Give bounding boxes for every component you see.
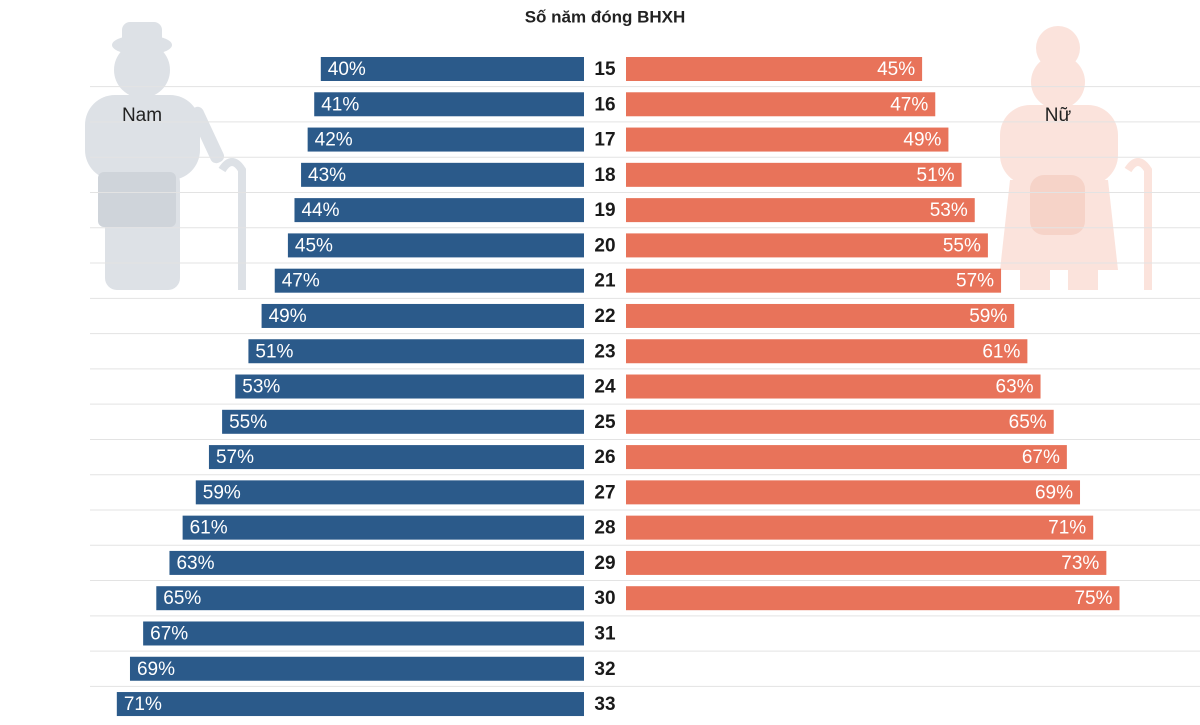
bar (626, 409, 1054, 434)
category-label: 17 (594, 130, 615, 151)
value-label: 55% (943, 235, 981, 256)
value-label: 57% (956, 271, 994, 292)
category-label: 32 (594, 659, 615, 680)
bar (208, 445, 584, 470)
category-label: 33 (594, 694, 615, 715)
value-label: 45% (295, 235, 333, 256)
value-label: 49% (269, 306, 307, 327)
value-label: 65% (1009, 412, 1047, 433)
value-label: 57% (216, 447, 254, 468)
bar (222, 409, 584, 434)
value-label: 51% (917, 165, 955, 186)
value-label: 42% (315, 130, 353, 151)
value-label: 40% (328, 59, 366, 80)
bar (626, 92, 936, 117)
bar (182, 515, 584, 540)
bar (274, 268, 584, 293)
value-label: 44% (301, 200, 339, 221)
value-label: 47% (890, 94, 928, 115)
bar (626, 586, 1120, 611)
category-label: 30 (594, 588, 615, 609)
value-label: 75% (1074, 588, 1112, 609)
bar (626, 445, 1067, 470)
chart-title: Số năm đóng BHXH (525, 7, 686, 26)
bar (626, 303, 1015, 328)
woman-figure (1000, 26, 1152, 290)
bar (261, 303, 584, 328)
value-label: 53% (930, 200, 968, 221)
legend-label: Nam (122, 105, 162, 126)
category-label: 29 (594, 553, 615, 574)
bar (143, 621, 584, 646)
man-figure (85, 22, 246, 290)
bar (626, 162, 962, 187)
value-label: 69% (1035, 482, 1073, 503)
category-label: 23 (594, 341, 615, 362)
value-label: 71% (1048, 518, 1086, 539)
bar (626, 268, 1002, 293)
category-label: 24 (594, 377, 616, 398)
category-label: 26 (594, 447, 615, 468)
category-label: 19 (594, 200, 615, 221)
value-label: 65% (163, 588, 201, 609)
bar (287, 233, 584, 258)
bar (235, 374, 584, 399)
value-label: 73% (1061, 553, 1099, 574)
value-label: 61% (982, 341, 1020, 362)
category-label: 25 (594, 412, 616, 433)
value-label: 49% (903, 130, 941, 151)
value-label: 59% (969, 306, 1007, 327)
category-label: 18 (594, 165, 615, 186)
value-label: 63% (996, 377, 1034, 398)
value-label: 43% (308, 165, 346, 186)
bar (195, 480, 584, 505)
category-label: 31 (594, 623, 616, 644)
category-label: 20 (594, 235, 615, 256)
bar (626, 515, 1094, 540)
bar (248, 339, 585, 364)
bar (169, 550, 584, 575)
value-label: 59% (203, 482, 241, 503)
bar (626, 374, 1041, 399)
category-label: 27 (594, 482, 615, 503)
value-label: 61% (190, 518, 228, 539)
category-label: 15 (594, 59, 616, 80)
bar (129, 656, 585, 681)
bar (626, 198, 975, 223)
bar (626, 480, 1081, 505)
value-label: 55% (229, 412, 267, 433)
value-label: 67% (1022, 447, 1060, 468)
bar (626, 233, 988, 258)
bar (626, 339, 1028, 364)
value-label: 63% (176, 553, 214, 574)
value-label: 41% (321, 94, 359, 115)
value-label: 45% (877, 59, 915, 80)
value-label: 53% (242, 377, 280, 398)
value-label: 71% (124, 694, 162, 715)
value-label: 51% (255, 341, 293, 362)
category-label: 16 (594, 94, 615, 115)
bar (116, 692, 584, 717)
bar (314, 92, 584, 117)
value-label: 67% (150, 623, 188, 644)
category-label: 21 (594, 271, 616, 292)
value-label: 69% (137, 659, 175, 680)
legend-label: Nữ (1045, 105, 1072, 126)
bar (307, 127, 584, 152)
bar (626, 57, 923, 81)
category-label: 28 (594, 518, 615, 539)
value-label: 47% (282, 271, 320, 292)
bar (626, 550, 1107, 575)
bar (301, 162, 584, 187)
bar (626, 127, 949, 152)
bar (320, 57, 584, 81)
category-label: 22 (594, 306, 615, 327)
bar (156, 586, 585, 611)
bar (294, 198, 584, 223)
